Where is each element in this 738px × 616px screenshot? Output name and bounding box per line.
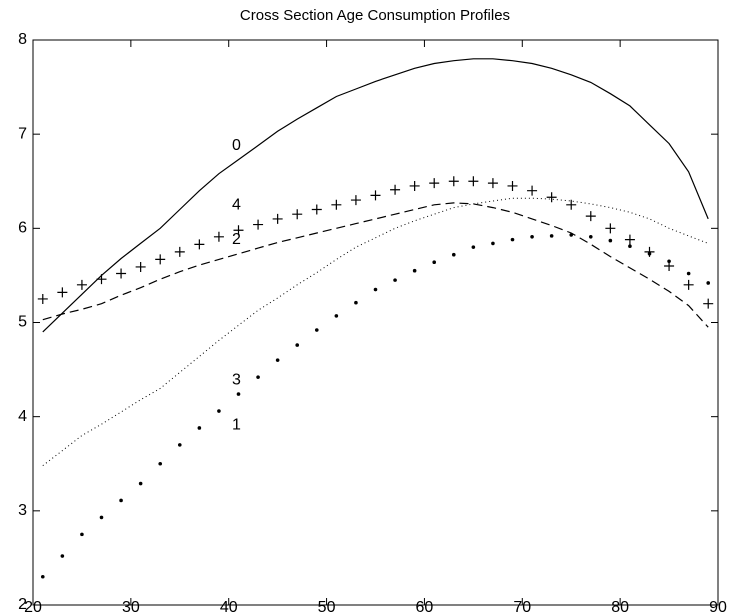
plus-marker [507, 180, 518, 191]
plus-marker [350, 195, 361, 206]
series-line [42, 197, 709, 466]
dot-marker [177, 443, 182, 447]
plus-marker [644, 246, 655, 257]
dot-marker [334, 314, 339, 318]
plus-marker [311, 204, 322, 215]
plus-marker [448, 176, 459, 187]
plus-marker [566, 199, 577, 210]
plus-marker [487, 178, 498, 189]
dot-marker [256, 375, 260, 379]
plot-frame [32, 39, 719, 606]
plus-marker [272, 213, 283, 224]
dot-marker [60, 554, 65, 558]
chart-title: Cross Section Age Consumption Profiles [240, 7, 510, 24]
x-tick-label: 80 [611, 599, 629, 616]
plus-marker [116, 268, 127, 279]
x-tick-label: 20 [24, 599, 42, 616]
plus-marker [174, 246, 185, 257]
plus-marker [292, 209, 303, 220]
plus-marker [409, 180, 420, 191]
plus-marker [233, 225, 244, 236]
series-label: 0 [232, 137, 241, 154]
dot-marker [40, 574, 45, 579]
plus-marker [37, 293, 48, 304]
dot-marker [706, 281, 711, 285]
y-tick-label: 4 [18, 408, 27, 425]
y-tick-label: 6 [18, 220, 27, 237]
x-tick-label: 60 [416, 599, 434, 616]
plus-marker [390, 184, 401, 195]
plus-marker [585, 211, 596, 222]
plus-marker [194, 239, 205, 250]
y-tick-label: 7 [18, 125, 27, 142]
x-tick-label: 50 [318, 599, 336, 616]
plus-marker [135, 261, 146, 272]
plus-marker [683, 279, 694, 290]
series-line [42, 202, 709, 328]
dot-marker [158, 461, 163, 466]
plus-marker [429, 178, 440, 189]
dot-marker [686, 271, 691, 276]
plus-marker [331, 199, 342, 210]
plus-marker [703, 298, 714, 309]
dot-marker [99, 515, 104, 520]
x-tick-label: 70 [513, 599, 531, 616]
dot-marker [314, 328, 319, 332]
dot-marker [80, 532, 84, 537]
series-label: 2 [232, 231, 241, 248]
plus-marker [213, 231, 224, 242]
dot-marker [138, 481, 143, 486]
plus-marker [96, 274, 107, 285]
dot-marker [628, 244, 632, 249]
dot-marker [275, 358, 280, 362]
series-line [42, 58, 709, 333]
dot-marker [393, 278, 397, 282]
x-tick-label: 90 [709, 599, 727, 616]
series-label: 3 [232, 372, 241, 389]
plus-marker [76, 279, 87, 290]
plus-marker [370, 190, 381, 201]
dot-marker [588, 235, 593, 239]
x-tick-label: 30 [122, 599, 140, 616]
plus-marker [57, 287, 68, 298]
dot-marker [197, 426, 202, 430]
dot-marker [510, 237, 515, 242]
x-tick-label: 40 [220, 599, 238, 616]
dot-marker [530, 235, 534, 239]
dot-marker [119, 498, 123, 503]
series-label: 1 [232, 416, 241, 433]
y-tick-label: 2 [18, 596, 27, 613]
dot-marker [236, 392, 241, 396]
dot-marker [373, 287, 378, 292]
dot-marker [432, 260, 437, 265]
plus-marker [527, 185, 538, 196]
plus-marker [468, 176, 479, 187]
series-label: 4 [232, 196, 241, 213]
dot-marker [217, 409, 221, 413]
plus-marker [253, 219, 264, 230]
plus-marker [664, 261, 675, 271]
plus-marker [624, 234, 635, 245]
dot-marker [491, 241, 495, 246]
plus-marker [155, 254, 166, 265]
plus-marker [546, 192, 557, 203]
dot-marker [295, 343, 300, 347]
dot-marker [549, 234, 554, 238]
plus-marker [605, 223, 616, 234]
y-tick-label: 8 [18, 31, 27, 48]
y-tick-label: 3 [18, 502, 27, 519]
dot-marker [451, 252, 456, 257]
dot-marker [471, 245, 476, 249]
dot-marker [354, 300, 358, 305]
dot-marker [412, 268, 417, 273]
y-tick-label: 5 [18, 314, 27, 331]
dot-marker [608, 238, 613, 243]
